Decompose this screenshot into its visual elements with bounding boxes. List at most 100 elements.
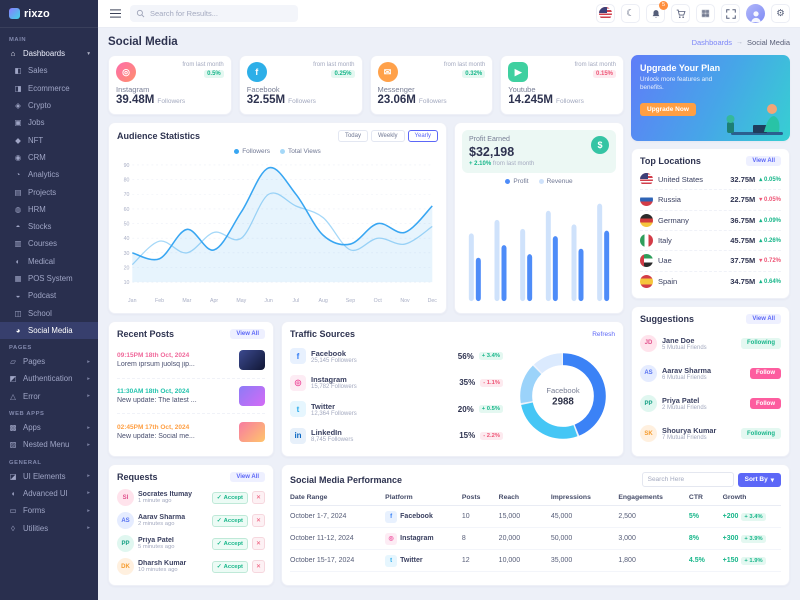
- source-change-badge: + 0.5%: [478, 405, 503, 414]
- sidebar-subitem[interactable]: ◧ Sales: [0, 62, 98, 79]
- source-percent: 15%: [459, 431, 476, 441]
- sidebar-item[interactable]: ◖ Advanced UI ▸: [0, 485, 98, 502]
- cell-posts: 8: [461, 535, 466, 542]
- sidebar-subitem[interactable]: ▥ Courses: [0, 235, 98, 252]
- card-title: Recent Posts: [117, 329, 175, 339]
- legend-label: Revenue: [546, 178, 573, 185]
- breadcrumb-parent[interactable]: Dashboards: [691, 37, 733, 47]
- view-all-button[interactable]: View All: [230, 329, 265, 339]
- follow-button[interactable]: Follow: [750, 367, 781, 379]
- upgrade-now-button[interactable]: Upgrade Now: [640, 102, 696, 116]
- sidebar-item[interactable]: ▭ Forms ▸: [0, 502, 98, 519]
- person-name: Aarav Sharma: [662, 365, 712, 375]
- view-all-button[interactable]: View All: [230, 472, 265, 482]
- sidebar-item-dashboards[interactable]: ⌂ Dashboards ▾: [0, 45, 98, 62]
- legend-label: Profit: [513, 178, 529, 185]
- sidebar-item[interactable]: ◊ Utilities ▸: [0, 519, 98, 536]
- post-thumbnail[interactable]: [239, 386, 265, 406]
- sidebar-subitem[interactable]: ◈ Crypto: [0, 97, 98, 114]
- subitem-icon: ◈: [15, 101, 21, 111]
- traffic-source-row: ◎ Instagram 15,782 Followers 35% - 1.1%: [290, 374, 503, 391]
- post-thumbnail[interactable]: [239, 350, 265, 371]
- accept-button[interactable]: ✓ Accept: [211, 514, 248, 527]
- country-name: Germany: [658, 215, 689, 225]
- dark-mode-moon-icon[interactable]: ☾: [621, 4, 640, 23]
- sidebar-subitem[interactable]: ◓ Stocks: [0, 218, 98, 235]
- fullscreen-icon[interactable]: [721, 4, 740, 23]
- follow-button[interactable]: Following: [741, 428, 781, 440]
- menu-toggle-icon[interactable]: [108, 7, 122, 21]
- section-label-webapps: WEB APPS: [9, 410, 45, 417]
- sidebar-subitem[interactable]: ◆ NFT: [0, 131, 98, 148]
- follow-button[interactable]: Follow: [750, 398, 781, 410]
- sidebar-subitem[interactable]: ◒ Podcast: [0, 287, 98, 304]
- delete-button[interactable]: ✕: [252, 537, 265, 550]
- accept-button[interactable]: ✓ Accept: [211, 537, 248, 550]
- svg-text:May: May: [236, 298, 246, 304]
- sidebar-subitem[interactable]: ◍ HRM: [0, 201, 98, 218]
- stat-change-badge: 0.25%: [331, 70, 355, 78]
- sidebar-subitem[interactable]: ▤ Projects: [0, 183, 98, 200]
- refresh-button[interactable]: Refresh: [592, 330, 615, 338]
- view-all-button[interactable]: View All: [746, 314, 781, 324]
- sidebar-subitem[interactable]: ◉ CRM: [0, 149, 98, 166]
- sidebar-item[interactable]: ▩ Apps ▸: [0, 419, 98, 436]
- accept-button[interactable]: ✓ Accept: [211, 560, 248, 573]
- search-input[interactable]: [130, 5, 298, 22]
- view-all-button[interactable]: View All: [746, 156, 781, 166]
- table-search-input[interactable]: [641, 472, 734, 487]
- platform-name: Instagram: [400, 535, 434, 542]
- sidebar-item[interactable]: △ Error ▸: [0, 388, 98, 405]
- topbar-actions: ☾ 5 ▦ ⚙: [596, 1, 790, 23]
- avatar: PP: [117, 535, 134, 552]
- apps-grid-icon[interactable]: ▦: [696, 4, 715, 23]
- sidebar-subitem[interactable]: ◨ Ecommerce: [0, 80, 98, 97]
- item-icon: ◩: [9, 374, 17, 384]
- post-thumbnail[interactable]: [239, 421, 265, 442]
- sidebar-item[interactable]: ◩ Authentication ▸: [0, 370, 98, 387]
- brand-name: rixzo: [24, 7, 50, 20]
- general-menu: ◪ UI Elements ▸ ◖ Advanced UI ▸ ▭ Forms …: [0, 468, 98, 537]
- range-tab[interactable]: Weekly: [370, 130, 405, 142]
- country-change-badge: 0.09%: [759, 217, 781, 224]
- svg-text:Oct: Oct: [374, 298, 383, 304]
- user-avatar[interactable]: [746, 4, 765, 23]
- svg-text:10: 10: [124, 280, 130, 286]
- sidebar-subitem[interactable]: ◕ Social Media: [0, 321, 98, 340]
- delete-button[interactable]: ✕: [252, 560, 265, 573]
- sidebar-item[interactable]: ▱ Pages ▸: [0, 353, 98, 370]
- post-item: 09:15PM 18th Oct, 2024 Lorem iprsum juol…: [117, 343, 265, 379]
- sidebar-item[interactable]: ◪ UI Elements ▸: [0, 468, 98, 485]
- platform-icon: t: [385, 554, 398, 567]
- notifications-bell-icon[interactable]: 5: [646, 1, 668, 23]
- language-flag-icon[interactable]: [596, 4, 615, 23]
- platform-icon: ◎: [116, 62, 136, 82]
- brand-logo[interactable]: rixzo: [0, 0, 98, 28]
- suggestions-card: Suggestions View All JD Jane Doe 5 Mut: [631, 306, 790, 457]
- range-tab[interactable]: Yearly: [407, 130, 438, 142]
- sidebar-subitem[interactable]: ▣ Jobs: [0, 114, 98, 131]
- sort-by-button[interactable]: Sort By ▾: [737, 472, 781, 487]
- post-item: 11:30AM 18th Oct, 2024 New update: The l…: [117, 379, 265, 415]
- delete-button[interactable]: ✕: [252, 491, 265, 504]
- sidebar-subitem[interactable]: ▦ POS System: [0, 270, 98, 287]
- range-tab[interactable]: Today: [337, 130, 368, 142]
- sidebar-subitem[interactable]: ◫ School: [0, 304, 98, 321]
- requests-list: SI Socrates Itumay 1 minute ago ✓ Accept: [117, 486, 265, 578]
- global-search: [130, 5, 298, 22]
- person-name: Socrates Itumay: [138, 491, 193, 498]
- sidebar-subitem[interactable]: ◔ Analytics: [0, 166, 98, 183]
- stat-unit: Followers: [418, 98, 447, 105]
- sidebar-subitem[interactable]: ◐ Medical: [0, 253, 98, 270]
- avatar: PP: [640, 395, 657, 413]
- accept-button[interactable]: ✓ Accept: [211, 491, 248, 504]
- settings-gear-icon[interactable]: ⚙: [771, 4, 790, 23]
- sidebar-item[interactable]: ▨ Nested Menu ▸: [0, 436, 98, 453]
- person-name: Jane Doe: [662, 335, 695, 345]
- cart-icon[interactable]: [671, 4, 690, 23]
- delete-icon: ✕: [255, 541, 262, 547]
- upgrade-title: Upgrade Your Plan: [640, 63, 721, 73]
- cell-engagements: 1,800: [618, 557, 636, 564]
- delete-button[interactable]: ✕: [252, 514, 265, 527]
- follow-button[interactable]: Following: [741, 337, 781, 349]
